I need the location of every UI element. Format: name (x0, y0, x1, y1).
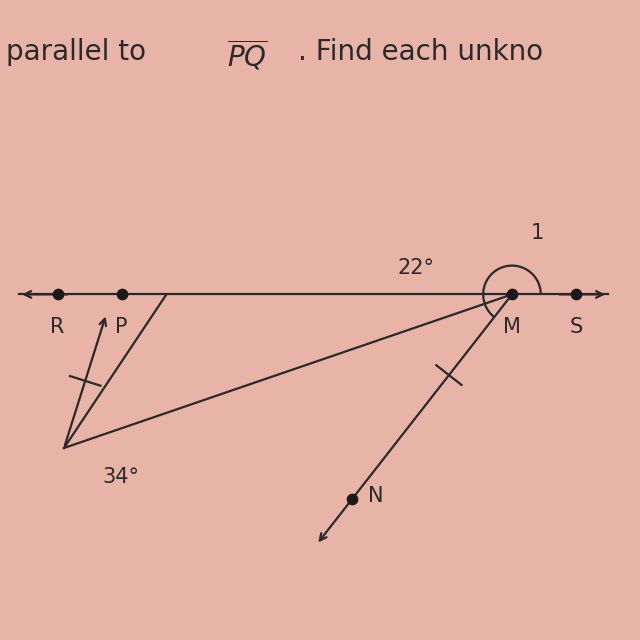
Text: 1: 1 (531, 223, 544, 243)
Text: . Find each unkno: . Find each unkno (298, 38, 543, 67)
Text: R: R (51, 317, 65, 337)
Text: M: M (503, 317, 521, 337)
Text: 34°: 34° (102, 467, 140, 487)
Point (571, 289, 581, 300)
Text: S: S (570, 317, 582, 337)
Text: N: N (368, 486, 383, 506)
Point (347, 494, 357, 504)
Text: parallel to: parallel to (6, 38, 156, 67)
Point (52, 289, 63, 300)
Text: P: P (115, 317, 128, 337)
Point (116, 289, 127, 300)
Text: 22°: 22° (397, 259, 435, 278)
Text: $\overline{PQ}$: $\overline{PQ}$ (227, 38, 268, 73)
Point (507, 289, 517, 300)
